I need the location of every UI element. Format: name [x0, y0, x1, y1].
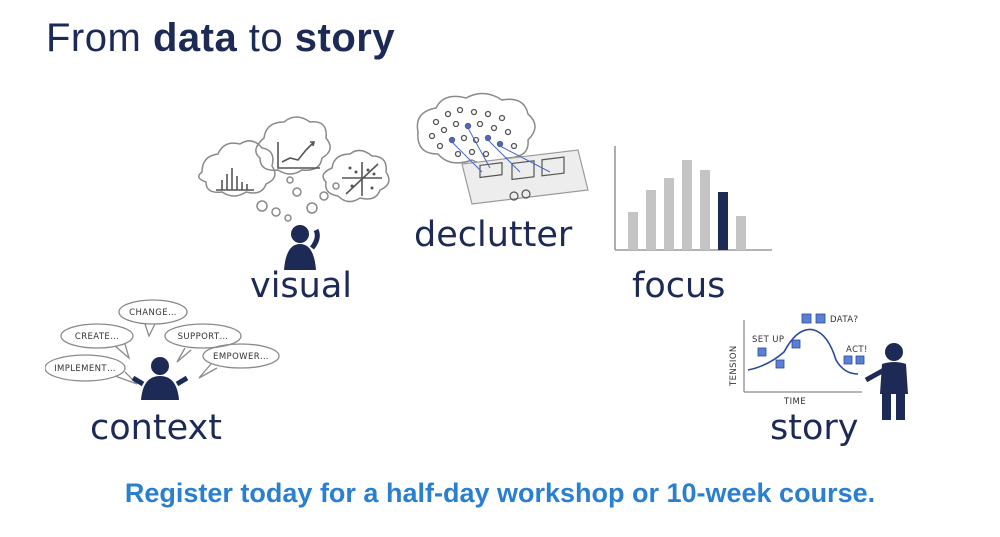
bubble-empower: EMPOWER… [213, 352, 269, 362]
title-word-data: data [152, 16, 238, 60]
step-focus-label: focus [632, 266, 726, 306]
page-title: From data to story [46, 16, 395, 61]
title-middle: to [237, 16, 295, 60]
story-xaxis-label: TIME [783, 397, 806, 407]
focus-bar [682, 160, 692, 250]
title-word-story: story [294, 16, 396, 60]
declutter-illustration [416, 92, 589, 205]
title-prefix: From [46, 16, 153, 60]
bubble-change: CHANGE… [129, 308, 177, 318]
step-declutter-label: declutter [414, 215, 573, 255]
focus-bar [664, 178, 674, 250]
bubble-support: SUPPORT… [178, 332, 229, 342]
visual-illustration [198, 116, 390, 270]
story-yaxis-label: TENSION [729, 345, 739, 387]
person-icon [131, 357, 189, 400]
focus-bar [736, 216, 746, 250]
step-story-label: story [770, 408, 859, 448]
story-act-label: ACT! [846, 345, 868, 355]
step-visual-label: visual [250, 266, 353, 306]
focus-bar-highlight [718, 192, 728, 250]
focus-bar [628, 212, 638, 250]
story-illustration: TENSION TIME SET UP DATA? ACT! [729, 313, 908, 420]
context-illustration: CHANGE… CREATE… SUPPORT… IMPLEMENT… EMPO… [45, 299, 280, 400]
bubble-implement: IMPLEMENT… [54, 364, 116, 374]
story-data-label: DATA? [830, 315, 858, 325]
focus-bar [700, 170, 710, 250]
story-setup-label: SET UP [752, 335, 784, 345]
register-cta-link[interactable]: Register today for a half-day workshop o… [124, 478, 876, 508]
bubble-create: CREATE… [75, 332, 119, 342]
focus-illustration [614, 146, 772, 251]
step-context-label: context [90, 408, 222, 448]
focus-bar [646, 190, 656, 250]
presenter-icon [864, 343, 908, 420]
